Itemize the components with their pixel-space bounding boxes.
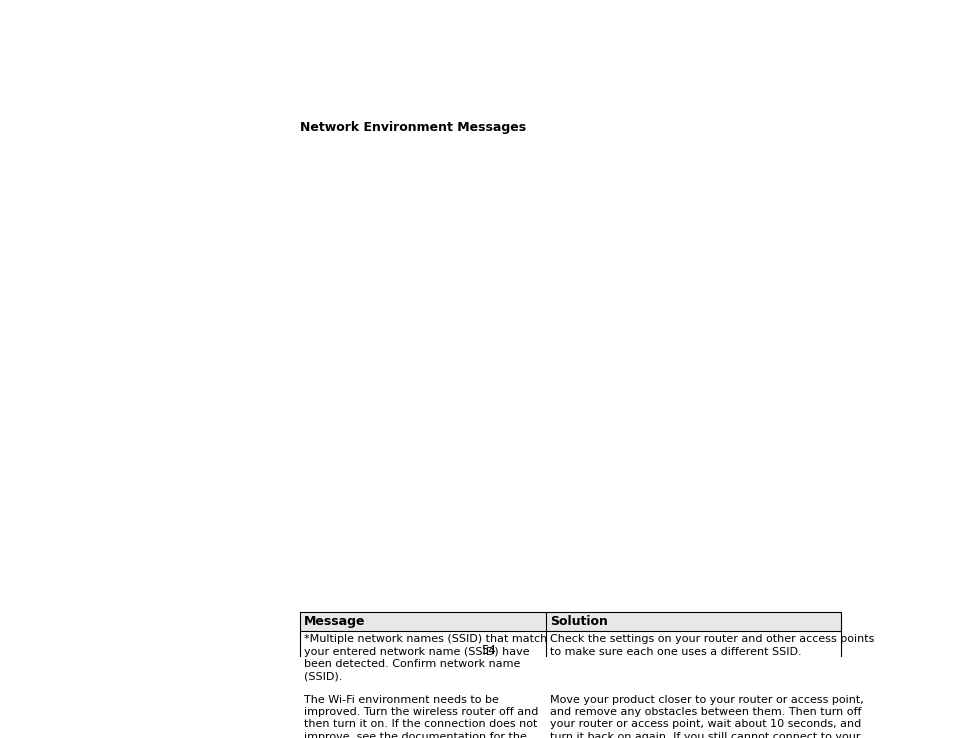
Text: Solution: Solution: [550, 615, 607, 628]
Bar: [299, 612, 840, 738]
Text: *Multiple network names (SSID) that match
your entered network name (SSID) have
: *Multiple network names (SSID) that matc…: [303, 635, 546, 682]
Text: Check the settings on your router and other access points
to make sure each one : Check the settings on your router and ot…: [550, 635, 874, 657]
Text: Move your product closer to your router or access point,
and remove any obstacle: Move your product closer to your router …: [550, 694, 863, 738]
Text: 54: 54: [481, 644, 496, 658]
Text: Message: Message: [303, 615, 365, 628]
Bar: [299, 612, 840, 631]
Text: The Wi-Fi environment needs to be
improved. Turn the wireless router off and
the: The Wi-Fi environment needs to be improv…: [303, 694, 537, 738]
Text: Network Environment Messages: Network Environment Messages: [299, 121, 525, 134]
